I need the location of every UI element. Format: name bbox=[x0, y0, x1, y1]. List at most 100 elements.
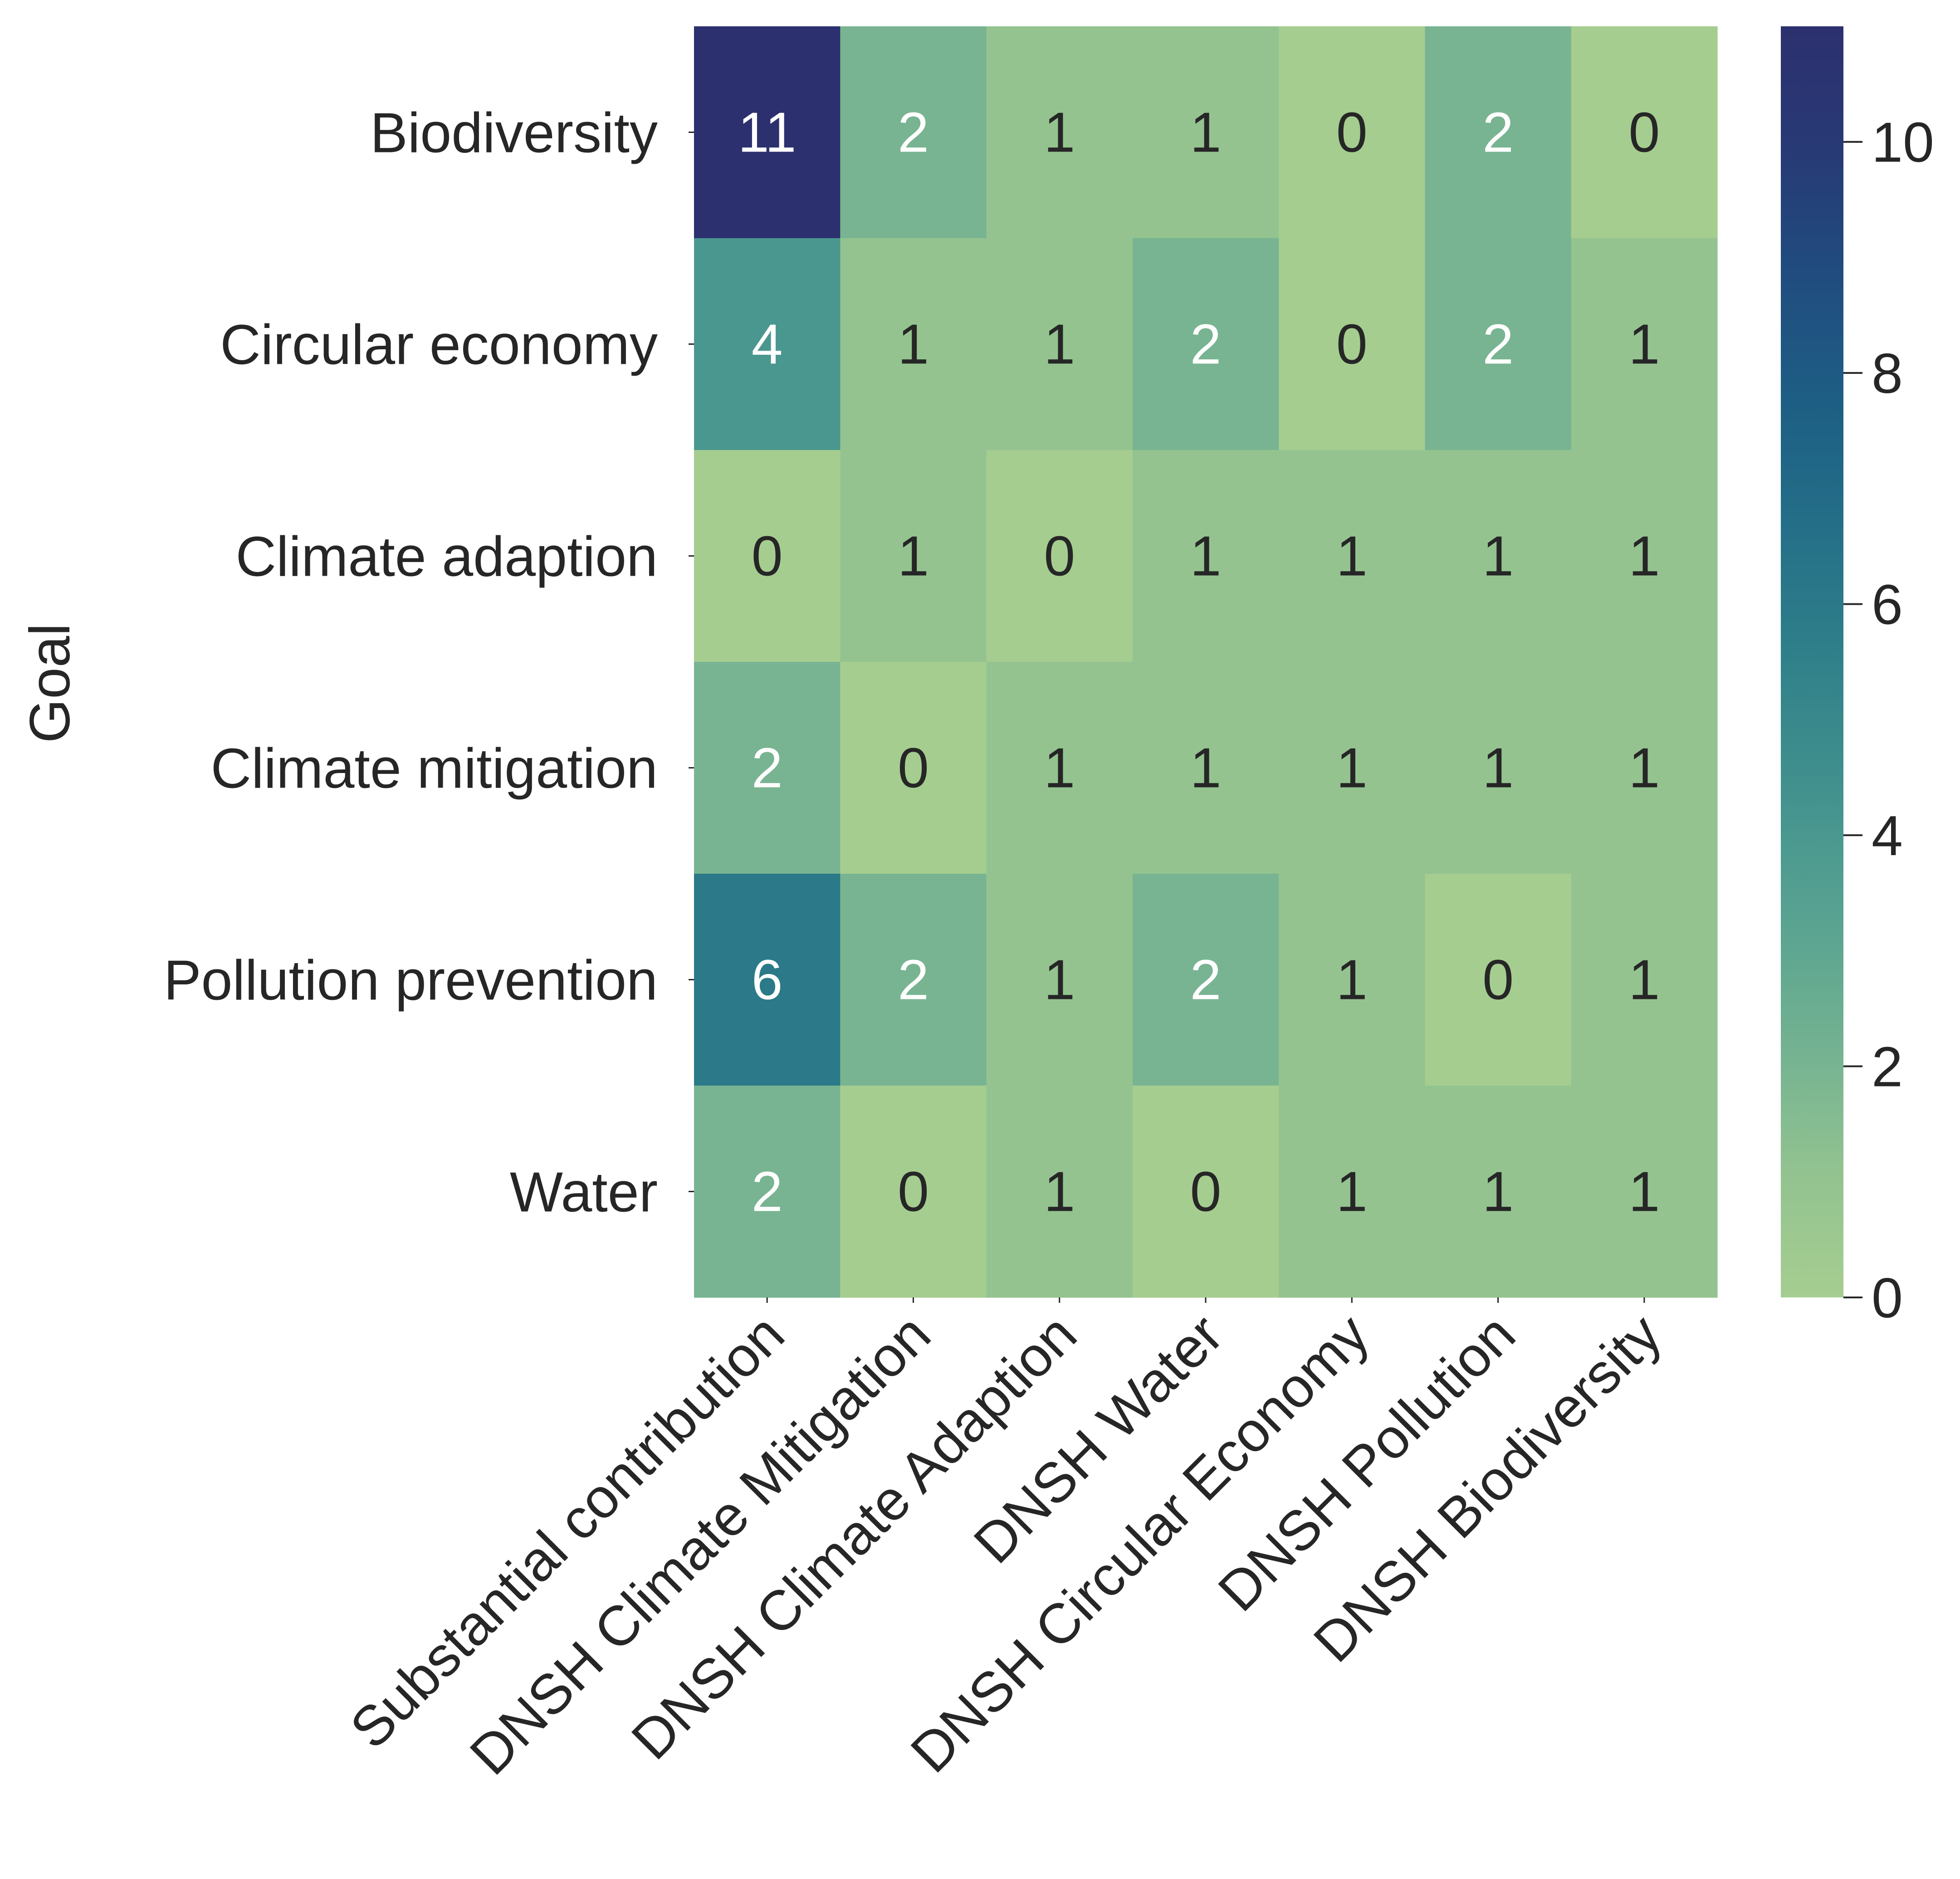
heatmap-cell bbox=[1132, 1086, 1279, 1298]
heatmap-cell-value: 1 bbox=[1482, 737, 1514, 800]
heatmap-cell-value: 1 bbox=[1336, 949, 1368, 1012]
heatmap-cell bbox=[986, 238, 1133, 450]
heatmap-cells bbox=[694, 26, 1718, 1298]
heatmap-cell bbox=[694, 450, 841, 662]
heatmap-cell bbox=[1425, 450, 1572, 662]
heatmap-cell-value: 11 bbox=[738, 102, 797, 164]
heatmap-cell bbox=[840, 238, 987, 450]
heatmap-cell-value: 1 bbox=[1044, 1161, 1075, 1223]
heatmap-cell bbox=[694, 874, 841, 1086]
heatmap-cell bbox=[1425, 874, 1572, 1086]
colorbar-tick-label: 4 bbox=[1872, 805, 1903, 867]
heatmap-cell bbox=[986, 874, 1133, 1086]
heatmap-cell bbox=[1132, 26, 1279, 239]
heatmap-cell-value: 1 bbox=[1336, 1161, 1368, 1223]
heatmap-cell bbox=[1132, 874, 1279, 1086]
heatmap-cell bbox=[1571, 874, 1718, 1086]
heatmap-cell bbox=[986, 450, 1133, 662]
heatmap-cell-value: 1 bbox=[1044, 737, 1075, 800]
heatmap-cell-value: 1 bbox=[1482, 525, 1514, 588]
heatmap-cell-value: 4 bbox=[752, 313, 783, 376]
heatmap-cell bbox=[1571, 662, 1718, 874]
heatmap-cell bbox=[1571, 26, 1718, 239]
heatmap-cell bbox=[1425, 26, 1572, 239]
heatmap-cell-value: 0 bbox=[1044, 525, 1075, 588]
heatmap-cell bbox=[1279, 26, 1426, 239]
y-tick-label: Biodiversity bbox=[370, 102, 658, 165]
heatmap-cell-value: 1 bbox=[1190, 102, 1222, 164]
heatmap-cell-value: 1 bbox=[1482, 1161, 1514, 1223]
heatmap-cell-value: 2 bbox=[1190, 313, 1222, 376]
heatmap-cell-value: 1 bbox=[898, 525, 929, 588]
heatmap-cell bbox=[986, 1086, 1133, 1298]
colorbar-tick-label: 8 bbox=[1872, 343, 1903, 405]
colorbar-gradient bbox=[1781, 26, 1843, 1297]
heatmap-cell-value: 2 bbox=[752, 737, 783, 800]
y-tick-labels: Biodiversity Circular economy Climate adap… bbox=[164, 102, 694, 1224]
heatmap-cell bbox=[694, 26, 841, 239]
heatmap-cell-value: 2 bbox=[1190, 949, 1222, 1012]
heatmap-cell bbox=[1425, 238, 1572, 450]
heatmap-cell bbox=[1425, 1086, 1572, 1298]
heatmap-cell bbox=[1425, 662, 1572, 874]
heatmap-cell bbox=[840, 26, 987, 239]
heatmap-cell bbox=[1132, 662, 1279, 874]
heatmap-cell bbox=[1279, 450, 1426, 662]
colorbar-tick-label: 6 bbox=[1872, 574, 1903, 636]
heatmap-cell-value: 1 bbox=[1336, 737, 1368, 800]
heatmap-cell-value: 6 bbox=[752, 949, 783, 1012]
heatmap-cell-value: 0 bbox=[1482, 949, 1514, 1012]
heatmap-cell-value: 2 bbox=[752, 1161, 783, 1223]
y-axis-label: Goal bbox=[19, 623, 82, 743]
heatmap-cell-value: 2 bbox=[898, 949, 929, 1012]
heatmap-cell-value: 1 bbox=[1190, 737, 1222, 800]
heatmap-cell bbox=[1279, 874, 1426, 1086]
heatmap-cell-value: 1 bbox=[1628, 313, 1660, 376]
colorbar-ticks: 0 2 4 6 8 10 bbox=[1843, 112, 1934, 1330]
heatmap-cell-value: 0 bbox=[752, 525, 783, 588]
heatmap-cell-value: 0 bbox=[898, 737, 929, 800]
heatmap-cell-value: 1 bbox=[1044, 102, 1075, 164]
colorbar-tick-label: 10 bbox=[1872, 112, 1934, 174]
heatmap-cell bbox=[1132, 450, 1279, 662]
colorbar-tick-label: 0 bbox=[1872, 1267, 1903, 1330]
heatmap-cell bbox=[694, 238, 841, 450]
heatmap-cell-value: 1 bbox=[898, 313, 929, 376]
y-tick-label: Climate adaption bbox=[235, 526, 658, 588]
heatmap-cell bbox=[840, 1086, 987, 1298]
heatmap-cell bbox=[1279, 1086, 1426, 1298]
heatmap-cell bbox=[986, 662, 1133, 874]
heatmap-cell-value: 0 bbox=[898, 1161, 929, 1223]
heatmap-cell-labels: 11 2 1 1 0 2 04 1 1 2 0 2 10 1 0 1 1 1 12 0 1 1 1 1 16 2 1 2 1 0 12 0 1 0… bbox=[738, 102, 1660, 1223]
heatmap-cell-value: 1 bbox=[1044, 949, 1075, 1012]
heatmap-cell-value: 0 bbox=[1628, 102, 1660, 164]
heatmap-cell-value: 0 bbox=[1336, 102, 1368, 164]
heatmap-cell bbox=[694, 1086, 841, 1298]
heatmap-cell-value: 1 bbox=[1190, 525, 1222, 588]
heatmap-cell bbox=[1279, 662, 1426, 874]
heatmap-cell bbox=[1571, 238, 1718, 450]
heatmap-cell bbox=[986, 26, 1133, 239]
heatmap-cell bbox=[840, 662, 987, 874]
heatmap-cell-value: 1 bbox=[1628, 1161, 1660, 1223]
heatmap-cell bbox=[1571, 1086, 1718, 1298]
heatmap-cell-value: 0 bbox=[1190, 1161, 1222, 1223]
colorbar: 0 2 4 6 8 10 bbox=[1781, 26, 1934, 1330]
heatmap-cell-value: 1 bbox=[1628, 949, 1660, 1012]
heatmap-cell bbox=[1279, 238, 1426, 450]
heatmap-cell-value: 2 bbox=[898, 102, 929, 164]
heatmap-cell-value: 1 bbox=[1628, 525, 1660, 588]
heatmap-cell-value: 1 bbox=[1336, 525, 1368, 588]
heatmap-cell bbox=[694, 662, 841, 874]
heatmap-cell bbox=[840, 874, 987, 1086]
y-tick-label: Water bbox=[510, 1161, 658, 1224]
y-tick-label: Circular economy bbox=[220, 314, 658, 377]
colorbar-tick-label: 2 bbox=[1872, 1036, 1903, 1099]
heatmap-cell-value: 1 bbox=[1628, 737, 1660, 800]
heatmap-cell-value: 0 bbox=[1336, 313, 1368, 376]
heatmap-cell bbox=[1132, 238, 1279, 450]
heatmap-cell-value: 2 bbox=[1482, 102, 1514, 164]
